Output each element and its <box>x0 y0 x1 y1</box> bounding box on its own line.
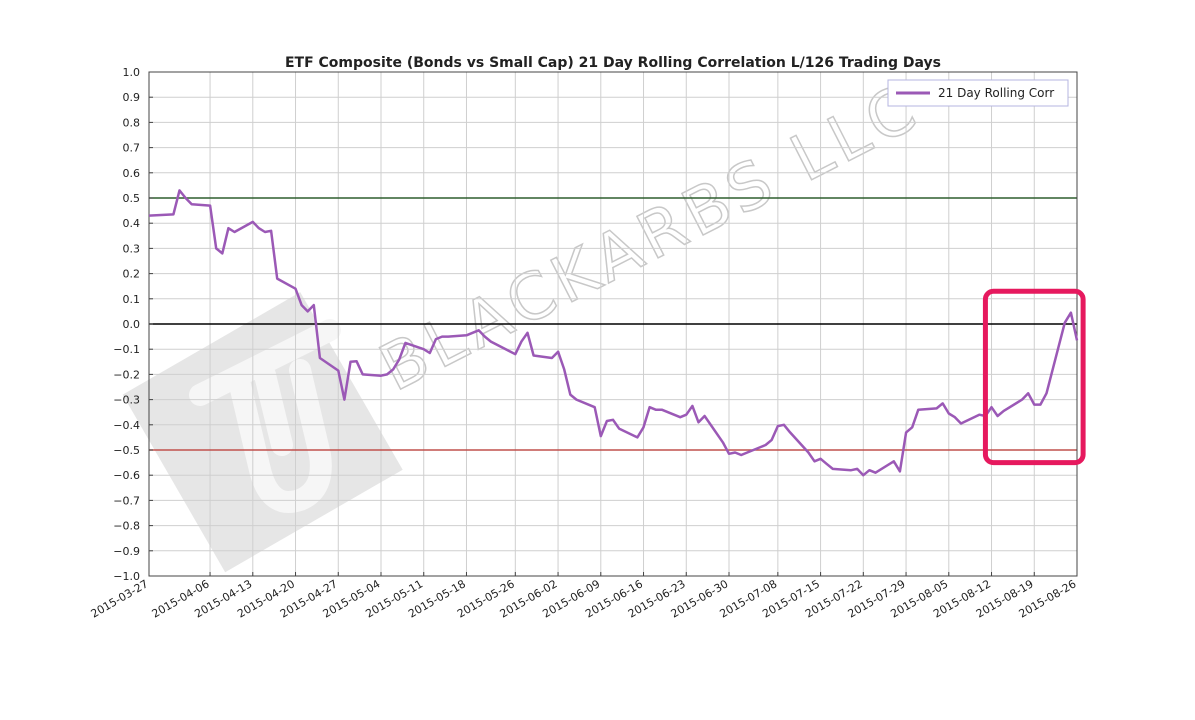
y-tick-label: 0.5 <box>123 192 141 205</box>
watermark: BLACKARBS LLC <box>122 69 933 573</box>
y-tick-label: 0.9 <box>123 91 141 104</box>
y-tick-label: 0.3 <box>123 242 141 255</box>
series-layer <box>148 189 1079 477</box>
y-tick-label: 0.2 <box>123 268 141 281</box>
highlight-box <box>982 288 1086 466</box>
reference-lines <box>149 197 1077 451</box>
y-tick-label: 1.0 <box>123 66 141 79</box>
y-tick-label: −0.7 <box>113 494 140 507</box>
x-tick-label: 2015-03-27 <box>89 577 151 620</box>
y-tick-label: −0.4 <box>113 419 140 432</box>
y-tick-label: −0.9 <box>113 545 140 558</box>
y-tick-label: 0.0 <box>123 318 141 331</box>
y-tick-label: 0.6 <box>123 167 141 180</box>
y-tick-label: −0.6 <box>113 469 140 482</box>
watermark-text: BLACKARBS LLC <box>369 70 933 406</box>
y-tick-label: −0.2 <box>113 368 140 381</box>
legend-box <box>887 79 1069 107</box>
y-tick-label: −0.5 <box>113 444 140 457</box>
y-tick-label: 0.7 <box>123 142 141 155</box>
y-tick-label: 0.4 <box>123 217 141 230</box>
y-tick-label: 0.1 <box>123 293 141 306</box>
y-tick-label: 0.8 <box>123 116 141 129</box>
legend-label: 21 Day Rolling Corr <box>938 86 1054 100</box>
watermark-logo <box>122 292 403 573</box>
y-axis: 1.0 0.9 0.8 0.7 0.6 0.5 0.4 0.3 0.2 0.1 0.0 −0.1 −0.… <box>113 66 153 583</box>
y-tick-label: −1.0 <box>113 570 140 583</box>
x-axis: 2015-03-27 2015-04-062015-04-132015-04-20… <box>89 572 1079 621</box>
y-tick-label: −0.3 <box>113 394 140 407</box>
y-tick-label: −0.1 <box>113 343 140 356</box>
chart-title: ETF Composite (Bonds vs Small Cap) 21 Da… <box>285 55 941 71</box>
legend: 21 Day Rolling Corr <box>887 79 1069 107</box>
series-line <box>148 189 1079 477</box>
y-tick-label: −0.8 <box>113 520 140 533</box>
